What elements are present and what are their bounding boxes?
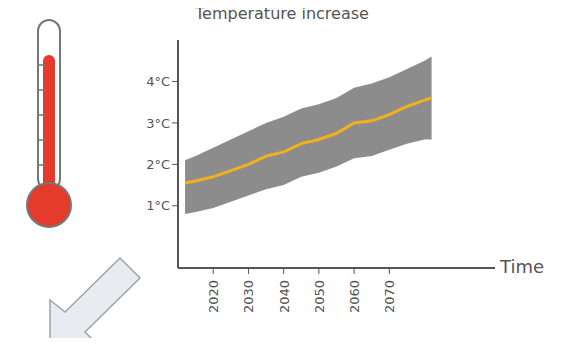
svg-text:3°C: 3°C — [146, 116, 170, 131]
svg-text:2050: 2050 — [312, 280, 327, 313]
svg-text:1°C: 1°C — [146, 198, 170, 213]
html-text:Temperature increase: Temperature increase — [195, 4, 369, 23]
svg-text:2030: 2030 — [241, 280, 256, 313]
svg-text:2070: 2070 — [382, 280, 397, 313]
svg-text:2060: 2060 — [347, 280, 362, 313]
svg-text:2020: 2020 — [206, 280, 221, 313]
html-text:Time: Time — [500, 256, 545, 277]
svg-text:2040: 2040 — [277, 280, 292, 313]
svg-text:2°C: 2°C — [146, 157, 170, 172]
svg-text:4°C: 4°C — [146, 74, 170, 89]
